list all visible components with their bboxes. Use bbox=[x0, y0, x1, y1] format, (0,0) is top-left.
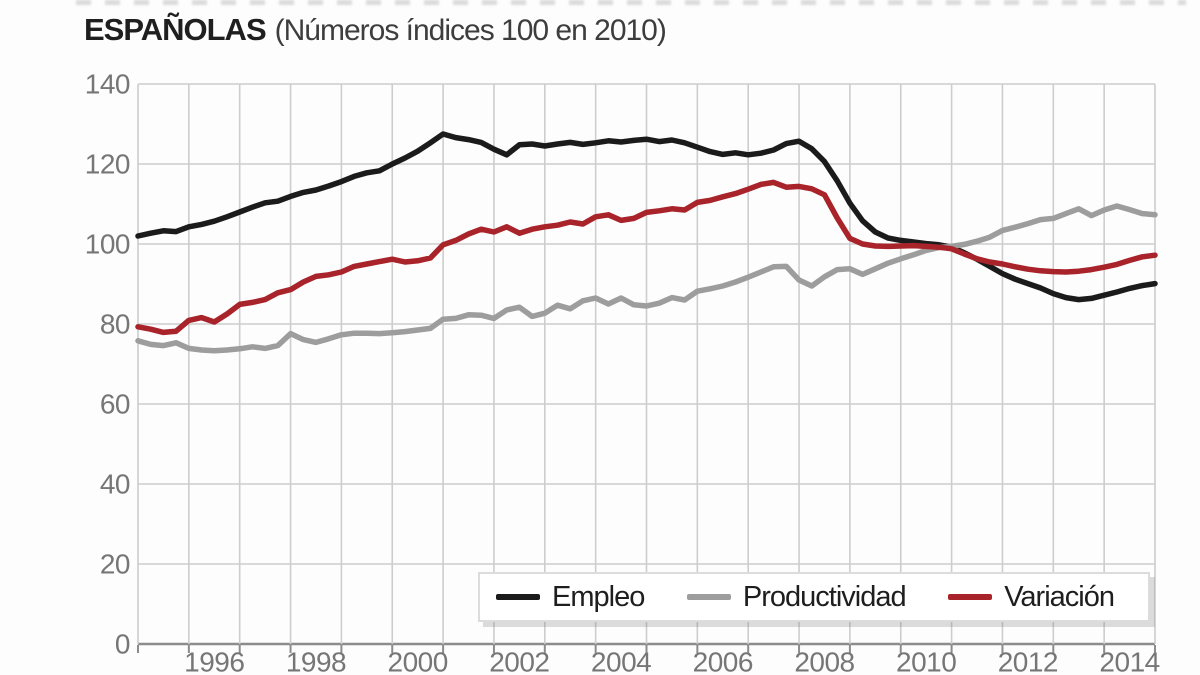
y-axis-tick-label: 100 bbox=[85, 229, 130, 260]
x-axis-tick-label: 2006 bbox=[693, 647, 753, 675]
chart-title: ESPAÑOLAS (Números índices 100 en 2010) bbox=[84, 12, 667, 48]
x-axis-tick-label: 2014 bbox=[1099, 647, 1159, 675]
x-axis-tick-label: 2004 bbox=[591, 647, 651, 675]
x-axis-tick-label: 2008 bbox=[794, 647, 854, 675]
legend: Empleo Productividad Variación bbox=[478, 572, 1150, 622]
legend-label-empleo: Empleo bbox=[552, 580, 645, 613]
variacion-line-swatch bbox=[948, 594, 993, 600]
variacion-line bbox=[135, 179, 1158, 336]
y-axis-tick-label: 0 bbox=[115, 629, 130, 660]
x-axis-tick-label: 2012 bbox=[998, 647, 1058, 675]
x-axis-tick-label: 1998 bbox=[286, 647, 346, 675]
productividad-line bbox=[135, 203, 1158, 354]
legend-item-empleo: Empleo bbox=[496, 580, 645, 614]
y-axis-tick-label: 120 bbox=[85, 149, 130, 180]
empleo-line-swatch bbox=[496, 594, 540, 600]
cropped-title-line-remnant bbox=[76, 0, 1186, 5]
legend-item-variacion: Variación bbox=[948, 580, 1115, 614]
y-axis-tick-label: 40 bbox=[100, 469, 130, 500]
productividad-line-swatch bbox=[686, 594, 731, 600]
y-axis-tick-label: 80 bbox=[100, 309, 130, 340]
y-axis-tick-label: 140 bbox=[85, 69, 130, 100]
y-axis-tick-label: 60 bbox=[100, 389, 130, 420]
legend-label-productividad: Productividad bbox=[742, 580, 907, 613]
x-axis-tick-label: 2010 bbox=[896, 647, 956, 675]
y-axis-tick-label: 20 bbox=[100, 549, 130, 580]
x-axis-tick-label: 1996 bbox=[184, 647, 244, 675]
legend-item-productividad: Productividad bbox=[686, 580, 907, 614]
x-axis-tick-label: 2000 bbox=[388, 647, 448, 675]
chart-title-subtitle: (Números índices 100 en 2010) bbox=[274, 14, 667, 47]
x-axis-tick-label: 2002 bbox=[489, 647, 549, 675]
empleo-line bbox=[135, 131, 1158, 303]
chart-title-main: ESPAÑOLAS bbox=[84, 12, 267, 47]
legend-label-variacion: Variación bbox=[1004, 580, 1115, 613]
